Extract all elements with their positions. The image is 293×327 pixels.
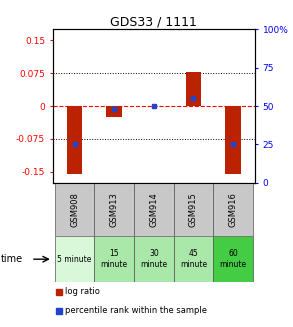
Title: GDS33 / 1111: GDS33 / 1111 (110, 15, 197, 28)
Bar (94, 236, 134, 282)
Bar (213, 236, 253, 282)
Text: time: time (1, 254, 23, 264)
Bar (106, 106, 122, 117)
Text: GSM914: GSM914 (149, 192, 158, 227)
Bar (225, 106, 241, 174)
Bar (134, 236, 174, 282)
Text: GSM915: GSM915 (189, 192, 198, 227)
Bar (55, 182, 94, 236)
Bar (185, 72, 201, 106)
Text: log ratio: log ratio (65, 287, 100, 296)
Text: 15
minute: 15 minute (100, 250, 128, 269)
Bar (134, 182, 174, 236)
Text: GSM913: GSM913 (110, 192, 119, 227)
Bar (94, 182, 134, 236)
Text: 45
minute: 45 minute (180, 250, 207, 269)
Text: GSM908: GSM908 (70, 192, 79, 227)
Text: 30
minute: 30 minute (140, 250, 167, 269)
Bar (174, 182, 213, 236)
Bar (174, 236, 213, 282)
Text: 5 minute: 5 minute (57, 255, 92, 264)
Bar (67, 106, 82, 174)
Text: GSM916: GSM916 (229, 192, 238, 227)
Text: 60
minute: 60 minute (219, 250, 247, 269)
Bar (55, 236, 94, 282)
Bar (213, 182, 253, 236)
Text: percentile rank within the sample: percentile rank within the sample (65, 306, 207, 315)
